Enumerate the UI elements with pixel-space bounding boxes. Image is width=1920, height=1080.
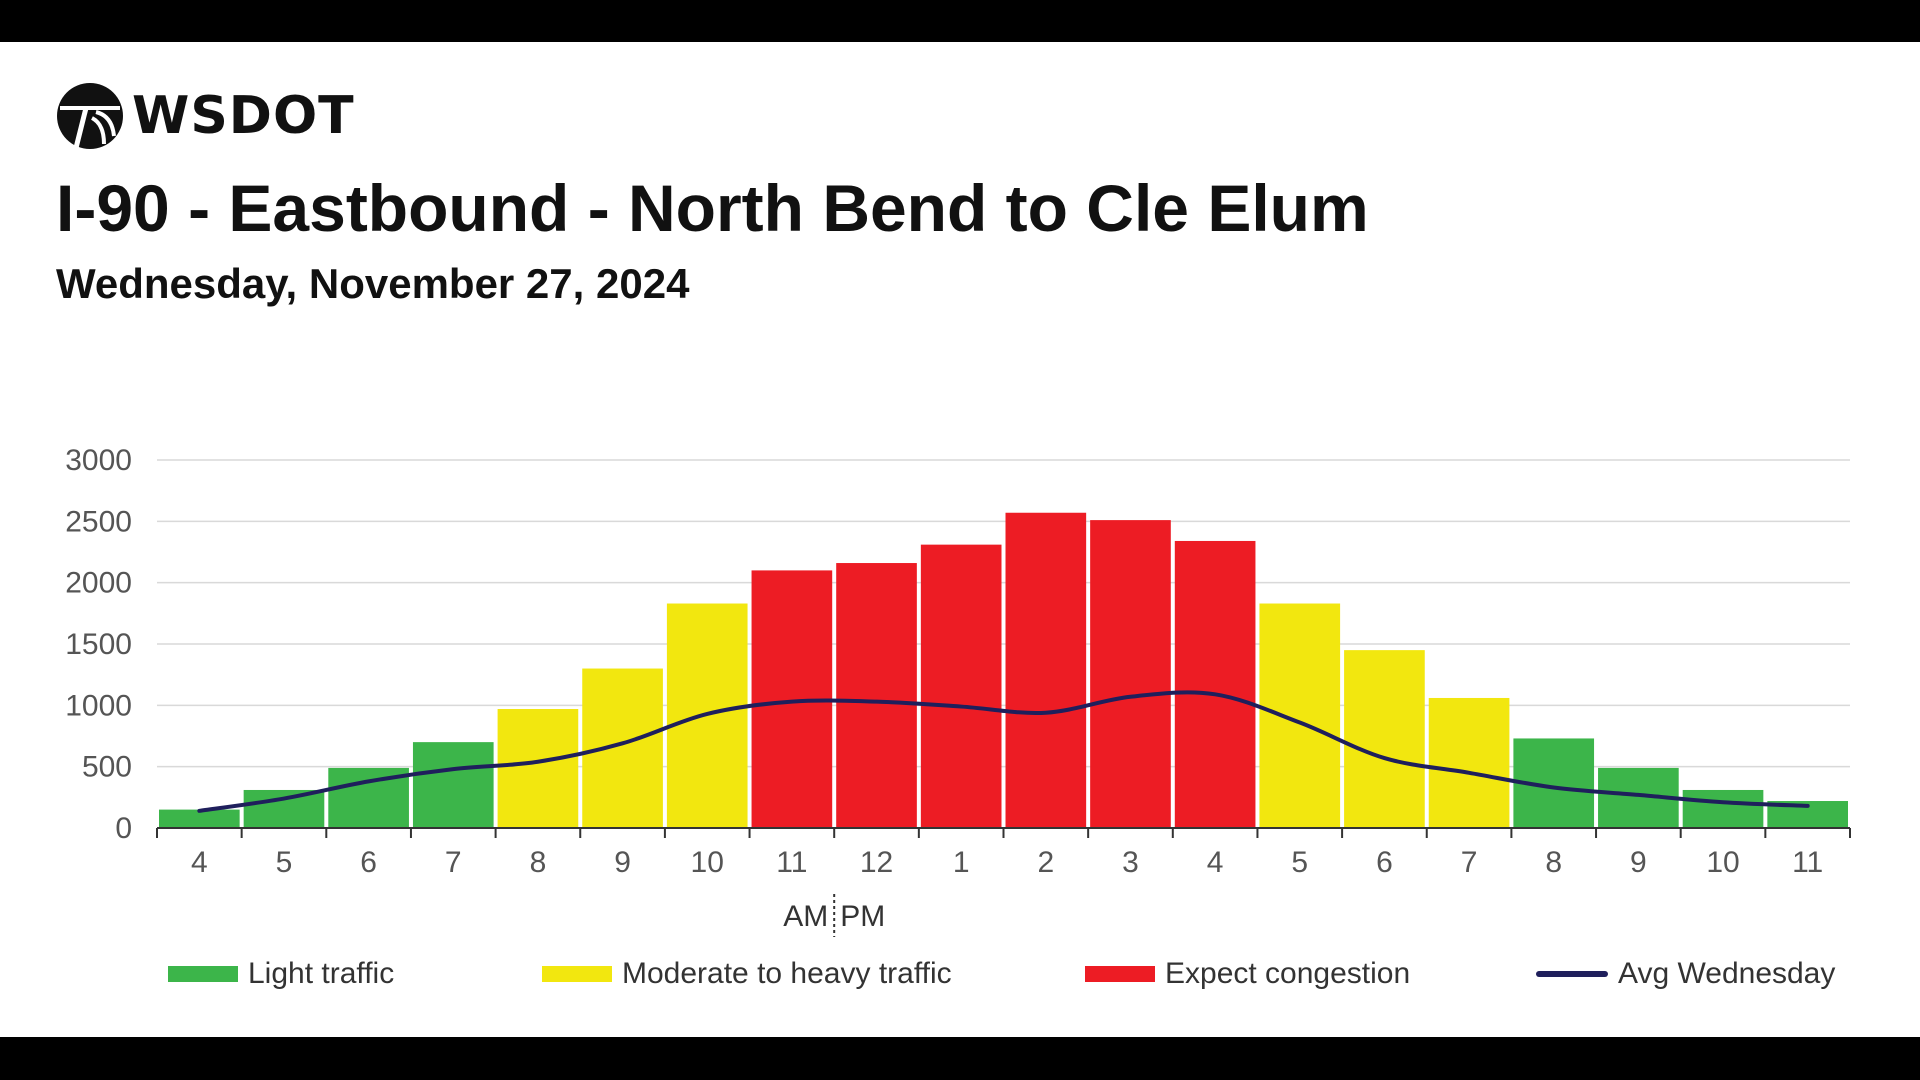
x-tick-label: 2 bbox=[1037, 846, 1054, 879]
avg-wednesday-line bbox=[197, 690, 1810, 813]
y-tick-label: 2000 bbox=[65, 567, 132, 600]
x-tick-label: 6 bbox=[360, 846, 377, 879]
x-tick-label: 6 bbox=[1376, 846, 1393, 879]
x-tick-label: 10 bbox=[1706, 846, 1739, 879]
x-tick-label: 7 bbox=[1461, 846, 1478, 879]
bar-15 bbox=[1428, 697, 1510, 828]
wsdot-globe-icon bbox=[57, 83, 123, 149]
y-tick-label: 3000 bbox=[65, 444, 132, 477]
x-tick-label: 5 bbox=[276, 846, 293, 879]
x-tick-label: 8 bbox=[530, 846, 547, 879]
legend-item-light: Light traffic bbox=[168, 957, 394, 991]
legend-label-avg: Avg Wednesday bbox=[1618, 957, 1836, 990]
legend-swatch-moderate bbox=[542, 966, 612, 982]
legend-item-congestion: Expect congestion bbox=[1085, 957, 1410, 991]
avg-line-layer bbox=[197, 690, 1810, 813]
x-tick-label: 1 bbox=[953, 846, 970, 879]
bar-10 bbox=[1005, 512, 1087, 828]
chart-bars bbox=[159, 512, 1848, 828]
x-tick-label: 11 bbox=[1792, 846, 1823, 879]
bar-13 bbox=[1259, 603, 1341, 828]
legend-item-avg: Avg Wednesday bbox=[1536, 957, 1835, 991]
x-tick-label: 4 bbox=[1207, 846, 1224, 879]
x-tick-label: 5 bbox=[1291, 846, 1308, 879]
bar-5 bbox=[582, 668, 663, 828]
x-tick-label: 7 bbox=[445, 846, 462, 879]
y-tick-label: 0 bbox=[115, 812, 132, 845]
pm-label: PM bbox=[840, 900, 885, 933]
x-tick-label: 10 bbox=[691, 846, 724, 879]
logo-text: WSDOT bbox=[132, 86, 355, 146]
bar-4 bbox=[497, 709, 579, 828]
legend-label-moderate: Moderate to heavy traffic bbox=[622, 957, 952, 990]
chart-axis bbox=[156, 827, 1851, 937]
y-tick-label: 2500 bbox=[65, 505, 132, 538]
legend-label-congestion: Expect congestion bbox=[1165, 957, 1411, 990]
x-tick-label: 9 bbox=[1630, 846, 1647, 879]
legend-item-moderate: Moderate to heavy traffic bbox=[542, 957, 952, 991]
legend-label-light: Light traffic bbox=[248, 957, 395, 990]
bar-1 bbox=[243, 789, 325, 828]
bar-0 bbox=[159, 809, 240, 828]
x-tick-label: 4 bbox=[191, 846, 208, 879]
bar-12 bbox=[1174, 540, 1256, 828]
bar-9 bbox=[920, 544, 1002, 828]
x-tick-label: 9 bbox=[614, 846, 631, 879]
chart-legend: Light traffic Moderate to heavy traffic … bbox=[0, 957, 1920, 1007]
am-label: AM bbox=[783, 900, 828, 933]
y-tick-label: 500 bbox=[82, 751, 132, 784]
bar-8 bbox=[836, 563, 917, 828]
y-tick-label: 1000 bbox=[65, 689, 132, 722]
wsdot-logo: WSDOT bbox=[56, 82, 355, 150]
x-tick-label: 11 bbox=[776, 846, 807, 879]
page-subtitle: Wednesday, November 27, 2024 bbox=[56, 260, 690, 307]
legend-swatch-light bbox=[168, 966, 238, 982]
chart-grid bbox=[157, 459, 1850, 768]
x-tick-label: 12 bbox=[860, 846, 893, 879]
x-tick-label: 8 bbox=[1545, 846, 1562, 879]
y-tick-label: 1500 bbox=[65, 628, 132, 661]
legend-swatch-congestion bbox=[1085, 966, 1155, 982]
bar-3 bbox=[412, 742, 494, 828]
page-title: I-90 - Eastbound - North Bend to Cle Elu… bbox=[56, 171, 1369, 245]
bar-11 bbox=[1090, 520, 1171, 828]
legend-swatch-avg bbox=[1536, 971, 1608, 977]
chart-frame: WSDOT I-90 - Eastbound - North Bend to C… bbox=[0, 42, 1920, 1037]
x-tick-label: 3 bbox=[1122, 846, 1139, 879]
bar-18 bbox=[1682, 789, 1764, 828]
bar-14 bbox=[1344, 650, 1425, 828]
